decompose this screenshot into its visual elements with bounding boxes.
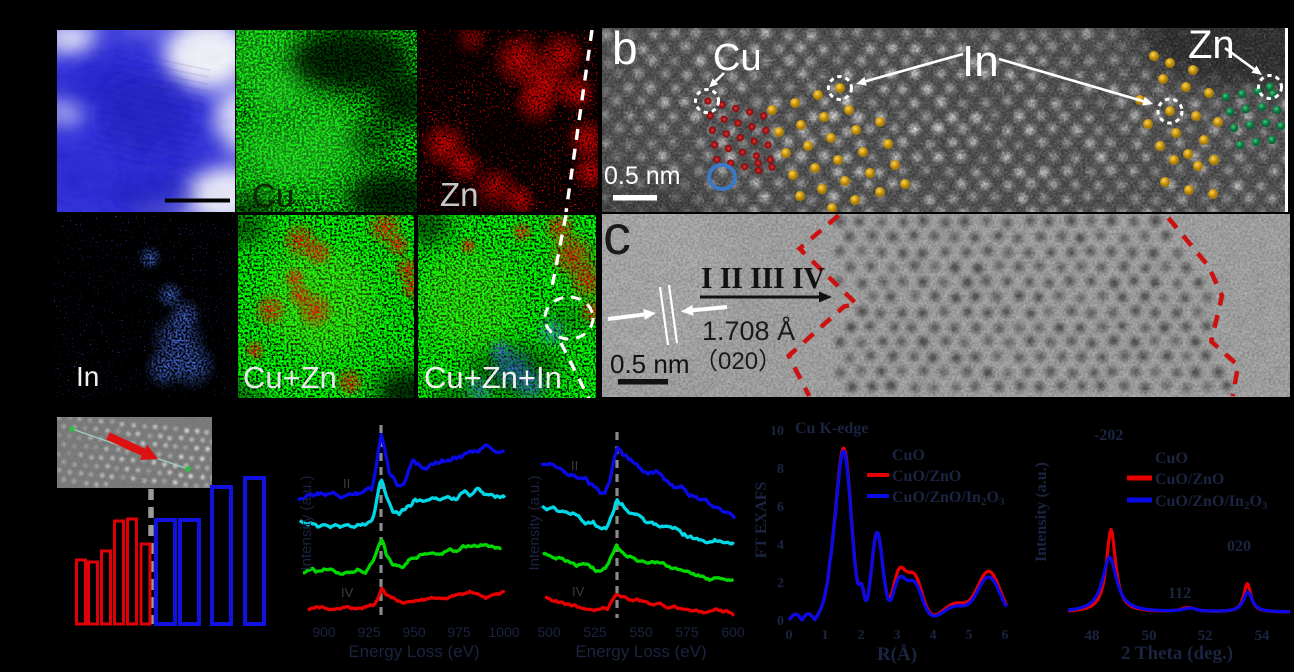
svg-text:2 Theta (deg.): 2 Theta (deg.) [1121,643,1233,664]
svg-text:II: II [571,458,578,473]
svg-text:CuO/ZnO: CuO/ZnO [1155,471,1224,488]
svg-text:CuO: CuO [1155,450,1188,467]
svg-text:Zn: Zn [440,176,479,213]
svg-text:0.5 nm: 0.5 nm [604,162,680,190]
svg-text:0.5 nm: 0.5 nm [610,349,690,379]
svg-text:R(Å): R(Å) [877,644,917,665]
svg-text:Intensity (a.u.): Intensity (a.u.) [298,475,315,570]
svg-text:0: 0 [786,628,793,643]
svg-text:10: 10 [770,424,784,439]
svg-text:I II III IV: I II III IV [701,260,826,295]
svg-text:Intensity (a.u.): Intensity (a.u.) [526,475,543,570]
svg-text:IV: IV [572,584,585,599]
svg-text:600: 600 [721,624,745,640]
svg-text:575: 575 [675,624,699,640]
svg-text:Cu: Cu [713,37,762,79]
svg-text:50: 50 [1142,628,1157,644]
svg-text:900: 900 [312,624,336,640]
svg-text:（020）: （020） [694,348,782,375]
svg-text:Energy Loss (eV): Energy Loss (eV) [348,642,479,661]
svg-text:48: 48 [1085,628,1100,644]
svg-text:1000: 1000 [488,624,519,640]
svg-text:1: 1 [822,628,829,643]
svg-text:950: 950 [402,624,426,640]
svg-text:Cu+Zn: Cu+Zn [243,360,337,395]
svg-text:Zn: Zn [1188,23,1235,67]
svg-text:6: 6 [777,500,784,515]
svg-text:c: c [603,203,631,266]
svg-text:Intensity (a.u.): Intensity (a.u.) [1033,462,1050,562]
svg-text:52: 52 [1198,628,1213,644]
svg-text:5: 5 [966,628,973,643]
svg-text:FT EXAFS: FT EXAFS [753,482,770,559]
svg-text:1.708 Å: 1.708 Å [702,315,795,346]
svg-text:975: 975 [447,624,471,640]
svg-text:020: 020 [1227,538,1251,555]
svg-text:CuO: CuO [892,447,925,464]
svg-text:925: 925 [357,624,381,640]
svg-text:2: 2 [777,576,784,591]
svg-text:2: 2 [858,628,865,643]
svg-text:CuO/ZnO/In2O3: CuO/ZnO/In2O3 [892,489,1005,508]
svg-text:IV: IV [341,585,354,600]
svg-text:b: b [612,22,638,74]
svg-text:6: 6 [1002,628,1009,643]
svg-text:500: 500 [537,624,561,640]
svg-text:112: 112 [1168,585,1191,602]
svg-text:4: 4 [777,538,784,553]
svg-text:Cu: Cu [252,177,294,214]
svg-text:550: 550 [629,624,653,640]
svg-text:54: 54 [1255,628,1271,644]
svg-text:0: 0 [777,614,784,629]
svg-text:3: 3 [894,628,901,643]
svg-text:Cu K-edge: Cu K-edge [795,420,868,437]
svg-text:CuO/ZnO: CuO/ZnO [892,468,961,485]
svg-text:Energy Loss (eV): Energy Loss (eV) [575,642,706,661]
svg-text:CuO/ZnO/In2O3: CuO/ZnO/In2O3 [1155,493,1268,512]
svg-text:4: 4 [930,628,937,643]
svg-text:-202: -202 [1094,427,1123,444]
svg-text:Cu+Zn+In: Cu+Zn+In [424,360,562,395]
svg-text:525: 525 [583,624,607,640]
svg-text:In: In [962,37,999,86]
svg-text:In: In [76,361,99,392]
svg-text:8: 8 [777,462,784,477]
svg-text:II: II [343,476,350,491]
